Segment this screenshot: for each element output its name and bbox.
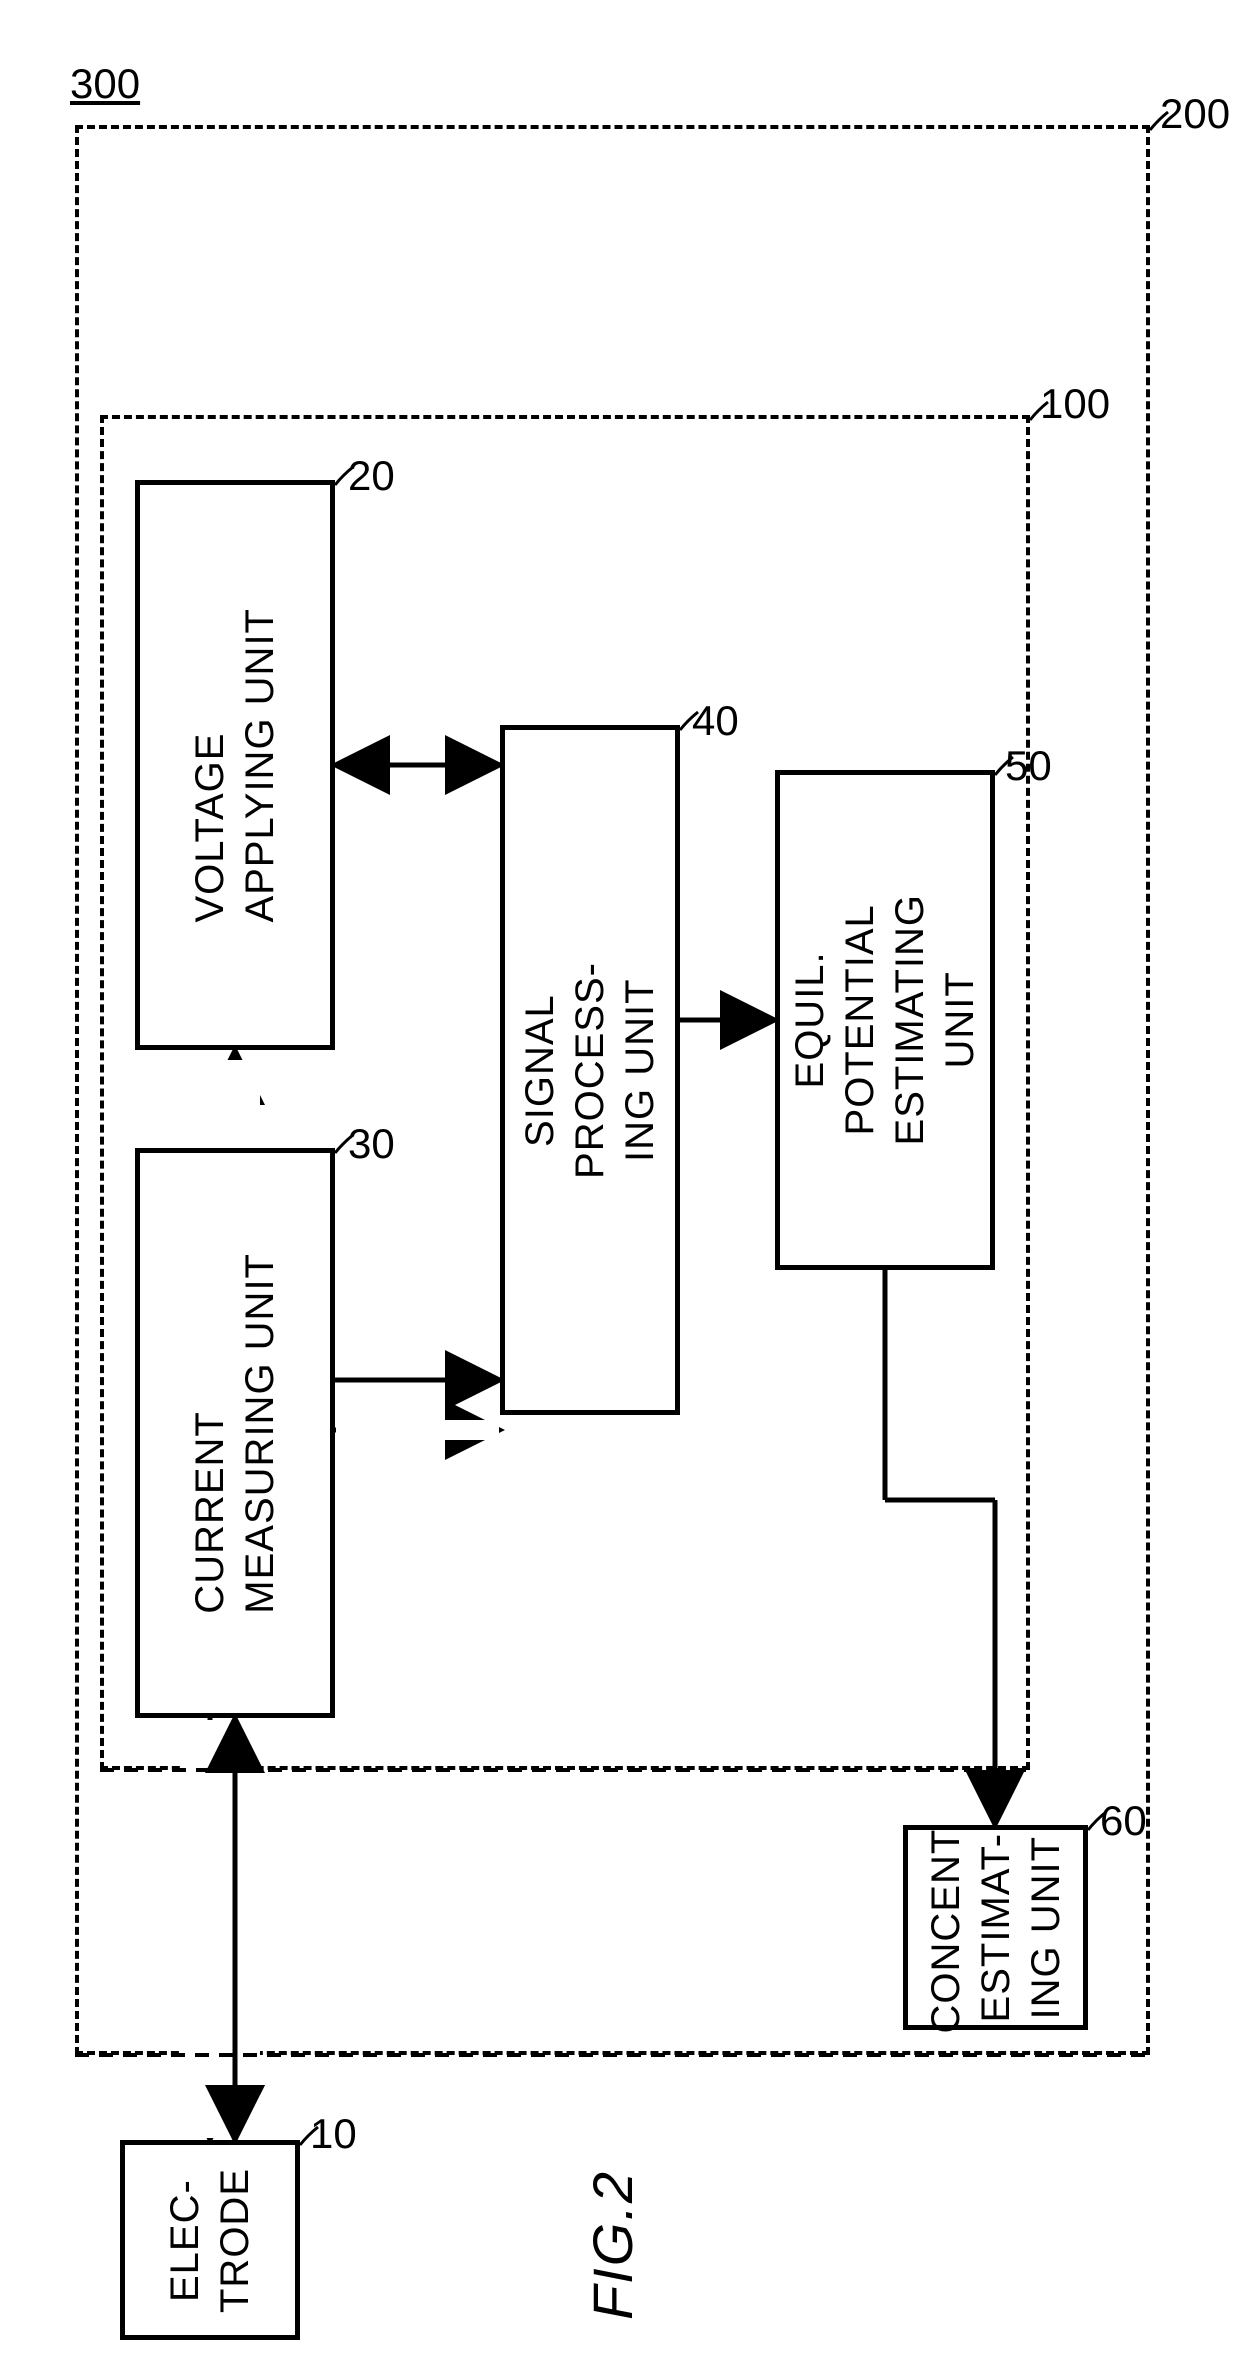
block-equil: EQUIL. POTENTIAL ESTIMATING UNIT xyxy=(775,770,995,1270)
diagram-canvas: ELEC- TRODE VOLTAGE APPLYING UNIT CURREN… xyxy=(0,0,1240,2373)
block-concent: CONCENT. ESTIMAT- ING UNIT xyxy=(903,1825,1088,2030)
block-voltage-label: VOLTAGE APPLYING UNIT xyxy=(185,608,285,923)
block-signal: SIGNAL PROCESS- ING UNIT xyxy=(500,725,680,1415)
block-electrode-label: ELEC- TRODE xyxy=(160,2168,260,2313)
block-voltage: VOLTAGE APPLYING UNIT xyxy=(135,480,335,1050)
block-current-label: CURRENT MEASURING UNIT xyxy=(185,1253,285,1614)
block-electrode: ELEC- TRODE xyxy=(120,2140,300,2340)
ref-signal: 40 xyxy=(692,697,739,745)
ref-inner: 100 xyxy=(1040,380,1110,428)
ref-current: 30 xyxy=(348,1120,395,1168)
ref-electrode: 10 xyxy=(310,2110,357,2158)
block-equil-label: EQUIL. POTENTIAL ESTIMATING UNIT xyxy=(785,894,985,1145)
block-current: CURRENT MEASURING UNIT xyxy=(135,1148,335,1718)
ref-system: 300 xyxy=(70,60,140,108)
ref-equil: 50 xyxy=(1005,742,1052,790)
ref-concent: 60 xyxy=(1100,1797,1147,1845)
block-concent-label: CONCENT. ESTIMAT- ING UNIT xyxy=(921,1821,1071,2033)
ref-outer: 200 xyxy=(1160,90,1230,138)
figure-label: FIG.2 xyxy=(580,2170,645,2320)
block-signal-label: SIGNAL PROCESS- ING UNIT xyxy=(515,962,665,1179)
ref-voltage: 20 xyxy=(348,452,395,500)
